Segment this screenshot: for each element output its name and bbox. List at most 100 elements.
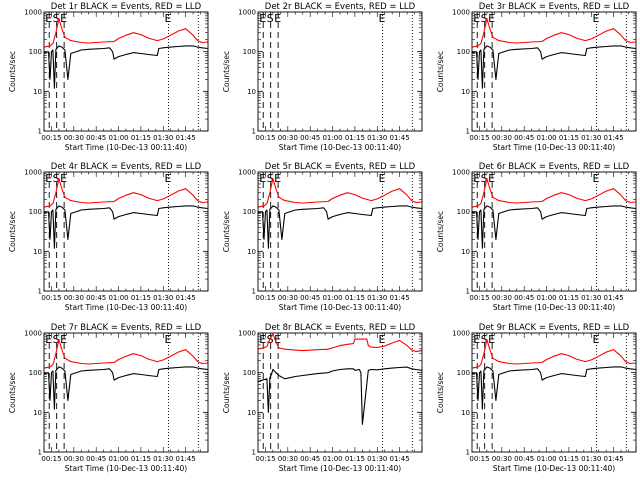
series-events-line bbox=[43, 205, 209, 249]
marker-label: E bbox=[45, 172, 52, 185]
series-events-line bbox=[43, 45, 209, 89]
x-axis-label: Start Time (10-Dec-13 00:11:40) bbox=[493, 143, 615, 152]
x-tick-label: 01:30 bbox=[581, 134, 601, 142]
y-axis-label: Counts/sec bbox=[8, 51, 17, 92]
y-axis-label: Counts/sec bbox=[8, 372, 17, 413]
x-tick-label: 01:30 bbox=[367, 294, 387, 302]
x-tick-label: 00:15 bbox=[255, 294, 275, 302]
y-axis-label: Counts/sec bbox=[222, 372, 231, 413]
x-tick-label: 00:45 bbox=[86, 294, 106, 302]
series-events-line bbox=[257, 205, 423, 249]
marker-label: E bbox=[60, 12, 67, 25]
chart-panel-det-6r: Det 6r BLACK = Events, RED = LLD Counts/s… bbox=[436, 162, 637, 312]
x-tick-label: 00:45 bbox=[514, 455, 534, 463]
x-tick-label: 01:00 bbox=[108, 294, 128, 302]
x-axis-label: Start Time (10-Dec-13 00:11:40) bbox=[65, 143, 187, 152]
x-tick-label: 00:15 bbox=[469, 294, 489, 302]
x-tick-label: 01:00 bbox=[322, 134, 342, 142]
y-tick-label: 100 bbox=[243, 369, 256, 377]
panel-title: Det 8r BLACK = Events, RED = LLD bbox=[265, 323, 416, 333]
marker-label: E bbox=[378, 12, 385, 25]
series-events-line bbox=[43, 366, 209, 410]
marker-label: S bbox=[53, 172, 60, 185]
marker-label: E bbox=[592, 172, 599, 185]
x-tick-label: 01:15 bbox=[345, 455, 365, 463]
marker-label: E bbox=[45, 333, 52, 346]
y-tick-label: 100 bbox=[29, 208, 42, 216]
x-tick-label: 00:30 bbox=[64, 455, 84, 463]
plot-frame bbox=[471, 332, 637, 453]
y-tick-label: 10 bbox=[33, 88, 42, 96]
plot-frame bbox=[471, 171, 637, 292]
x-tick-label: 00:45 bbox=[86, 134, 106, 142]
series-lld-line bbox=[257, 178, 423, 208]
x-tick-label: 01:15 bbox=[131, 294, 151, 302]
y-tick-label: 10 bbox=[461, 409, 470, 417]
x-tick-label: 00:30 bbox=[492, 134, 512, 142]
x-tick-label: 01:45 bbox=[390, 455, 410, 463]
marker-label: E bbox=[592, 12, 599, 25]
x-tick-label: 00:45 bbox=[300, 455, 320, 463]
panel-title: Det 9r BLACK = Events, RED = LLD bbox=[479, 323, 630, 333]
x-axis-label: Start Time (10-Dec-13 00:11:40) bbox=[279, 303, 401, 312]
x-tick-label: 01:45 bbox=[604, 134, 624, 142]
y-tick-label: 1000 bbox=[24, 9, 42, 17]
chart-panel-det-9r: Det 9r BLACK = Events, RED = LLD Counts/s… bbox=[436, 323, 637, 473]
y-tick-label: 1 bbox=[252, 288, 256, 296]
y-tick-label: 1000 bbox=[24, 330, 42, 338]
x-tick-label: 01:30 bbox=[581, 294, 601, 302]
x-tick-label: 01:45 bbox=[390, 134, 410, 142]
y-tick-label: 10 bbox=[247, 88, 256, 96]
plot-frame bbox=[257, 171, 423, 292]
chart-panel-det-2r: Det 2r BLACK = Events, RED = LLD Counts/s… bbox=[222, 2, 423, 152]
x-tick-label: 01:30 bbox=[153, 294, 173, 302]
marker-label: S bbox=[481, 172, 488, 185]
y-tick-label: 1000 bbox=[452, 330, 470, 338]
x-tick-label: 00:45 bbox=[514, 134, 534, 142]
chart-panel-det-8r: Det 8r BLACK = Events, RED = LLD Counts/s… bbox=[222, 323, 423, 473]
marker-label: E bbox=[473, 12, 480, 25]
x-tick-label: 01:45 bbox=[390, 294, 410, 302]
x-tick-label: 01:15 bbox=[559, 134, 579, 142]
chart-panel-det-3r: Det 3r BLACK = Events, RED = LLD Counts/s… bbox=[436, 2, 637, 152]
x-axis-label: Start Time (10-Dec-13 00:11:40) bbox=[279, 464, 401, 473]
x-tick-label: 00:30 bbox=[64, 294, 84, 302]
y-tick-label: 100 bbox=[457, 208, 470, 216]
x-tick-label: 01:45 bbox=[176, 455, 196, 463]
y-tick-label: 1 bbox=[252, 449, 256, 457]
x-axis-label: Start Time (10-Dec-13 00:11:40) bbox=[279, 143, 401, 152]
y-axis-label: Counts/sec bbox=[436, 211, 445, 252]
plot-frame bbox=[471, 11, 637, 132]
chart-panel-det-7r: Det 7r BLACK = Events, RED = LLD Counts/s… bbox=[8, 323, 209, 473]
panel-title: Det 3r BLACK = Events, RED = LLD bbox=[479, 2, 630, 12]
y-tick-label: 100 bbox=[457, 48, 470, 56]
marker-label: S bbox=[481, 12, 488, 25]
panel-title: Det 4r BLACK = Events, RED = LLD bbox=[51, 162, 202, 172]
marker-label: E bbox=[259, 333, 266, 346]
x-tick-label: 01:30 bbox=[153, 455, 173, 463]
y-tick-label: 1000 bbox=[238, 330, 256, 338]
y-axis-label: Counts/sec bbox=[8, 211, 17, 252]
y-axis-label: Counts/sec bbox=[436, 51, 445, 92]
marker-label: E bbox=[488, 12, 495, 25]
marker-label: E bbox=[164, 172, 171, 185]
marker-label: E bbox=[274, 12, 281, 25]
y-axis-label: Counts/sec bbox=[436, 372, 445, 413]
x-tick-label: 00:15 bbox=[469, 455, 489, 463]
y-tick-label: 1 bbox=[466, 288, 470, 296]
marker-label: S bbox=[267, 172, 274, 185]
x-tick-label: 00:15 bbox=[255, 455, 275, 463]
series-events-line bbox=[471, 366, 637, 410]
panel-title: Det 7r BLACK = Events, RED = LLD bbox=[51, 323, 202, 333]
series-lld-line bbox=[43, 178, 209, 208]
y-axis-label: Counts/sec bbox=[222, 51, 231, 92]
y-tick-label: 100 bbox=[243, 208, 256, 216]
x-tick-label: 00:45 bbox=[86, 455, 106, 463]
x-tick-label: 01:00 bbox=[108, 455, 128, 463]
x-tick-label: 01:00 bbox=[322, 455, 342, 463]
marker-label: E bbox=[259, 172, 266, 185]
y-tick-label: 10 bbox=[247, 248, 256, 256]
x-axis-label: Start Time (10-Dec-13 00:11:40) bbox=[493, 464, 615, 473]
plot-frame bbox=[43, 171, 209, 292]
